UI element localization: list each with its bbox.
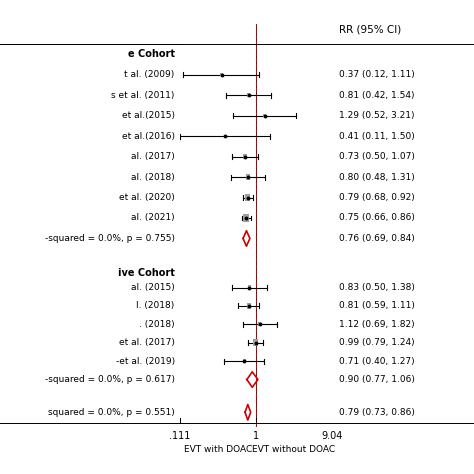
Text: 1.29 (0.52, 3.21): 1.29 (0.52, 3.21) xyxy=(339,111,414,120)
Text: 1.12 (0.69, 1.82): 1.12 (0.69, 1.82) xyxy=(339,320,415,329)
Text: 0.73 (0.50, 1.07): 0.73 (0.50, 1.07) xyxy=(339,152,415,161)
Text: al. (2015): al. (2015) xyxy=(131,283,175,292)
Bar xyxy=(264,114,266,118)
Text: 0.90 (0.77, 1.06): 0.90 (0.77, 1.06) xyxy=(339,375,415,384)
Text: t al. (2009): t al. (2009) xyxy=(125,70,175,79)
Text: -squared = 0.0%, p = 0.755): -squared = 0.0%, p = 0.755) xyxy=(45,234,175,243)
Bar xyxy=(220,73,223,76)
Text: .111: .111 xyxy=(169,431,191,441)
Text: 0.71 (0.40, 1.27): 0.71 (0.40, 1.27) xyxy=(339,356,415,365)
Bar xyxy=(224,135,227,138)
Text: l. (2018): l. (2018) xyxy=(137,301,175,310)
Text: et al.(2016): et al.(2016) xyxy=(122,132,175,141)
Text: 0.99 (0.79, 1.24): 0.99 (0.79, 1.24) xyxy=(339,338,415,347)
Bar xyxy=(246,194,250,201)
Text: 0.75 (0.66, 0.86): 0.75 (0.66, 0.86) xyxy=(339,213,415,222)
Text: RR (95% CI): RR (95% CI) xyxy=(339,25,401,35)
Text: squared = 0.0%, p = 0.551): squared = 0.0%, p = 0.551) xyxy=(48,408,175,417)
Text: -squared = 0.0%, p = 0.617): -squared = 0.0%, p = 0.617) xyxy=(45,375,175,384)
Text: 0.81 (0.59, 1.11): 0.81 (0.59, 1.11) xyxy=(339,301,415,310)
Text: et al. (2020): et al. (2020) xyxy=(119,193,175,202)
Text: al. (2017): al. (2017) xyxy=(131,152,175,161)
Text: 0.76 (0.69, 0.84): 0.76 (0.69, 0.84) xyxy=(339,234,415,243)
Bar xyxy=(243,359,246,363)
Text: EVT without DOAC: EVT without DOAC xyxy=(252,445,335,454)
Text: al. (2021): al. (2021) xyxy=(131,213,175,222)
Text: 1: 1 xyxy=(253,431,259,441)
Bar xyxy=(254,339,258,346)
Text: ive Cohort: ive Cohort xyxy=(118,268,175,278)
Text: 0.79 (0.73, 0.86): 0.79 (0.73, 0.86) xyxy=(339,408,415,417)
Bar xyxy=(243,154,247,159)
Text: 0.79 (0.68, 0.92): 0.79 (0.68, 0.92) xyxy=(339,193,415,202)
Text: 0.81 (0.42, 1.54): 0.81 (0.42, 1.54) xyxy=(339,91,414,100)
Bar xyxy=(258,322,261,327)
Text: EVT with DOAC: EVT with DOAC xyxy=(183,445,252,454)
Text: et al. (2017): et al. (2017) xyxy=(119,338,175,347)
Text: 0.37 (0.12, 1.11): 0.37 (0.12, 1.11) xyxy=(339,70,415,79)
Bar xyxy=(246,174,250,180)
Bar xyxy=(247,93,250,98)
Text: s et al. (2011): s et al. (2011) xyxy=(111,91,175,100)
Bar xyxy=(243,214,249,222)
Text: 0.83 (0.50, 1.38): 0.83 (0.50, 1.38) xyxy=(339,283,415,292)
Bar xyxy=(248,285,251,290)
Text: al. (2018): al. (2018) xyxy=(131,173,175,182)
Text: e Cohort: e Cohort xyxy=(128,49,175,59)
Text: . (2018): . (2018) xyxy=(139,320,175,329)
Text: 9.04: 9.04 xyxy=(321,431,343,441)
Text: 0.80 (0.48, 1.31): 0.80 (0.48, 1.31) xyxy=(339,173,415,182)
Text: 0.41 (0.11, 1.50): 0.41 (0.11, 1.50) xyxy=(339,132,415,141)
Bar xyxy=(246,303,251,309)
Text: -et al. (2019): -et al. (2019) xyxy=(116,356,175,365)
Text: et al.(2015): et al.(2015) xyxy=(122,111,175,120)
